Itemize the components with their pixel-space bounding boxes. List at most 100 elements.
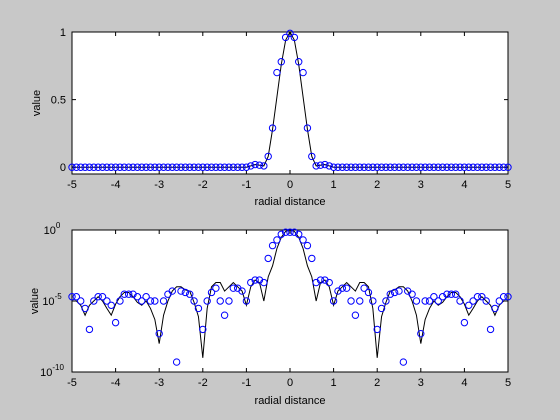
top-data-point [116, 163, 124, 171]
bottom-data-point [351, 311, 360, 319]
bottom-xtick-label: 4 [461, 377, 467, 389]
top-data-point [338, 163, 347, 171]
top-data-point [395, 163, 403, 171]
top-x-axis-label: radial distance [255, 196, 326, 208]
top-data-point [142, 163, 150, 171]
bottom-data-point [273, 236, 281, 244]
top-xtick-label: 4 [461, 179, 467, 191]
top-data-point [216, 163, 224, 171]
top-data-point [504, 163, 512, 171]
bottom-data-point [347, 297, 355, 305]
top-data-point [404, 163, 412, 171]
bottom-data-point [460, 318, 469, 327]
top-data-point [377, 163, 386, 171]
bottom-xtick-label: 5 [505, 377, 511, 389]
bottom-data-point [290, 228, 299, 236]
bottom-data-point [133, 293, 142, 301]
bottom-data-point [251, 276, 259, 284]
bottom-data-point [151, 297, 159, 305]
bottom-data-point [247, 278, 255, 287]
bottom-data-point [473, 293, 482, 301]
bottom-xtick-label: -4 [111, 377, 121, 389]
bottom-data-point [138, 297, 146, 305]
bottom-data-point [360, 284, 368, 292]
bottom-data-point [77, 297, 85, 305]
top-xtick-label: 1 [331, 179, 337, 191]
axes-bottom: -5 -4 -3 -2 -1 0 1 2 3 4 5 10-10 10-5 100 radial dis… [29, 221, 512, 407]
bottom-data-point [168, 287, 176, 295]
bottom-data-point [268, 241, 277, 250]
bottom-data-point [207, 288, 216, 297]
bottom-xtick-label: -5 [67, 377, 77, 389]
top-data-point [225, 163, 233, 171]
bottom-data-point [72, 293, 81, 301]
top-data-point [286, 29, 294, 38]
top-data-point [146, 163, 155, 171]
bottom-data-point [212, 284, 220, 292]
top-data-point [451, 163, 460, 171]
bottom-data-point [94, 293, 102, 301]
top-data-point [212, 163, 220, 171]
top-data-point [159, 163, 168, 171]
bottom-y-axis-label: value [29, 288, 41, 314]
bottom-xtick-label: -3 [154, 377, 164, 389]
bottom-data-point [98, 293, 107, 301]
bottom-data-point [146, 297, 155, 305]
top-data-point [312, 162, 320, 170]
top-data-point [255, 161, 264, 169]
top-y-axis-label: value [31, 90, 43, 116]
bottom-data-point [81, 304, 89, 313]
top-xtick-label: -2 [198, 179, 208, 191]
axes-top: -5 -4 -3 -2 -1 0 1 2 3 4 5 0 0.5 1 radial distance v… [31, 27, 512, 208]
top-data-point [329, 163, 338, 171]
top-data-point [308, 152, 316, 161]
top-data-point [486, 163, 495, 171]
bottom-data-point [85, 325, 94, 334]
bottom-data-point [281, 228, 290, 236]
bottom-data-point [238, 287, 246, 295]
bottom-data-point [316, 276, 325, 284]
bottom-data-point [220, 311, 229, 319]
top-data-point [491, 163, 499, 171]
bottom-data-point [499, 293, 508, 301]
top-data-point [281, 33, 290, 42]
top-data-point [220, 163, 229, 171]
bottom-data-point [390, 288, 399, 297]
top-data-point [321, 160, 329, 169]
bottom-data-point [482, 297, 490, 305]
bottom-data-point [356, 297, 364, 305]
top-data-point [347, 163, 355, 171]
bottom-data-point [486, 325, 495, 334]
top-ytick-label: 0.5 [51, 95, 66, 107]
bottom-data-point [260, 278, 268, 287]
bottom-data-point [203, 297, 211, 305]
top-data-point [85, 163, 94, 171]
bottom-plot-area [68, 228, 512, 366]
bottom-data-point [159, 297, 168, 305]
bottom-data-point [312, 278, 320, 287]
top-data-point [399, 163, 408, 171]
top-plot-area [68, 29, 512, 171]
bottom-data-point [491, 304, 499, 313]
bottom-data-point [451, 290, 460, 298]
bottom-data-point [277, 230, 285, 238]
bottom-data-point [142, 293, 150, 301]
top-ytick-label: 0 [60, 162, 66, 174]
top-data-point [133, 163, 142, 171]
bottom-xtick-label: 2 [374, 377, 380, 389]
axes-top-background [72, 32, 508, 174]
bottom-data-point [299, 236, 307, 244]
top-ytick-label: 1 [60, 27, 66, 39]
top-data-point [164, 163, 172, 171]
bottom-data-point [342, 284, 351, 292]
top-data-point [229, 163, 238, 171]
bottom-data-point [225, 297, 233, 305]
bottom-data-point [421, 297, 429, 305]
top-data-point [499, 163, 508, 171]
top-xtick-label: 5 [505, 179, 511, 191]
bottom-data-point [478, 293, 486, 301]
top-data-point [68, 163, 76, 171]
bottom-data-point [229, 284, 238, 292]
bottom-data-point [216, 297, 224, 305]
